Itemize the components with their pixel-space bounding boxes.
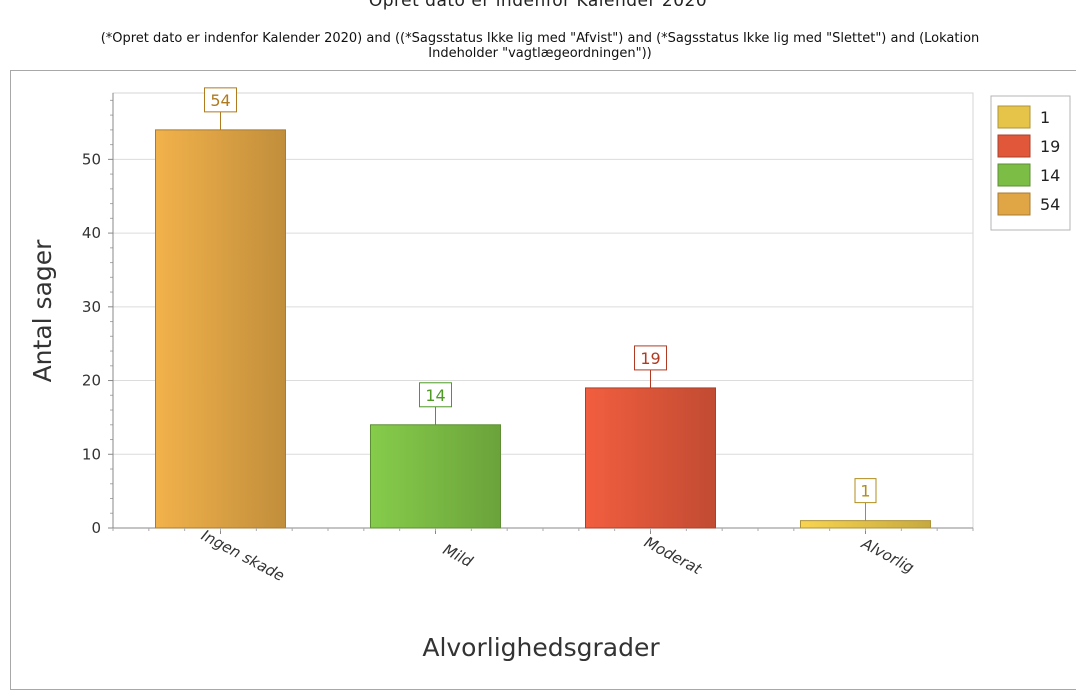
filter-description: (*Opret dato er indenfor Kalender 2020) … <box>40 31 1040 61</box>
x-tick-label: Mild <box>440 540 476 571</box>
filter-line-2: Indeholder "vagtlægeordningen")) <box>428 46 652 61</box>
data-label: 1 <box>860 482 870 501</box>
bar-alvorlig <box>800 520 931 529</box>
x-tick-label: Ingen skade <box>198 526 287 585</box>
chart-frame: 0 10 20 30 40 50 Ingen skade 54 Mild 14 Moderat 19 A… <box>10 70 1076 690</box>
legend-label: 1 <box>1040 108 1050 127</box>
x-tick-label: Moderat <box>641 533 705 579</box>
data-label: 14 <box>425 386 445 405</box>
x-axis-title: Alvorlighedsgrader <box>422 633 660 662</box>
bar-mild <box>370 424 501 529</box>
legend-swatch <box>997 163 1031 187</box>
bar-moderat <box>585 387 716 529</box>
y-axis-title: Antal sager <box>28 239 57 383</box>
bar-chart: 0 10 20 30 40 50 Ingen skade 54 Mild 14 Moderat 19 A… <box>28 87 1071 662</box>
legend-label: 19 <box>1040 137 1060 156</box>
data-label-box <box>854 478 877 504</box>
y-tick-label: 50 <box>82 150 101 168</box>
filter-line-1: (*Opret dato er indenfor Kalender 2020) … <box>100 31 980 46</box>
legend-label: 14 <box>1040 166 1060 185</box>
data-label-box <box>419 382 452 408</box>
data-label-box <box>204 87 237 113</box>
legend-label: 54 <box>1040 195 1060 214</box>
legend-swatch <box>997 134 1031 158</box>
legend-swatch <box>997 105 1031 129</box>
x-tick-label: Alvorlig <box>858 534 917 577</box>
y-tick-label: 30 <box>82 298 101 316</box>
bar-ingen-skade <box>155 129 286 529</box>
chart-title: Opret dato er indenfor Kalender 2020 <box>368 0 708 11</box>
data-label-box <box>634 345 667 371</box>
y-tick-label: 10 <box>82 445 101 463</box>
y-tick-label: 0 <box>91 519 101 537</box>
legend-swatch <box>997 192 1031 216</box>
y-tick-label: 40 <box>82 224 101 242</box>
data-label: 19 <box>640 349 660 368</box>
data-label: 54 <box>210 91 230 110</box>
y-tick-label: 20 <box>82 372 101 390</box>
